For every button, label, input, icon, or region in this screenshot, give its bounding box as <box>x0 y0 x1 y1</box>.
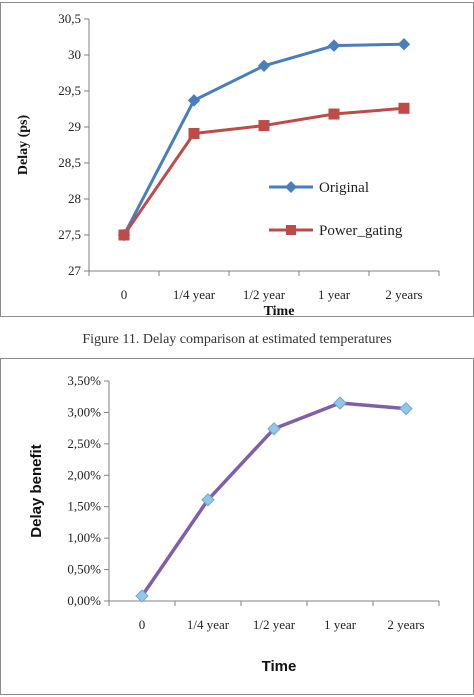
x-tick-label: 0 <box>121 287 128 302</box>
x-tick-label: 1/2 year <box>253 617 296 632</box>
x-tick-label: 2 years <box>387 617 424 632</box>
y-tick-label: 29,5 <box>58 83 81 98</box>
y-tick-label: 29 <box>68 119 81 134</box>
data-point <box>188 127 200 139</box>
data-point <box>327 39 341 52</box>
x-tick-label: 2 years <box>385 287 422 302</box>
data-point <box>201 493 215 507</box>
data-point <box>187 94 201 107</box>
y-tick-label: 30 <box>68 47 81 62</box>
x-tick-label: 1 year <box>324 617 357 632</box>
x-tick-label: 1/4 year <box>187 617 230 632</box>
data-point <box>397 37 411 51</box>
legend-label: Original <box>319 180 369 196</box>
y-axis-title: Delay benefit <box>28 444 45 537</box>
y-tick-label: 28,5 <box>58 155 81 170</box>
data-point <box>257 59 271 73</box>
y-tick-label: 3,00% <box>67 404 101 419</box>
figure-caption: Figure 11. Delay comparison at estimated… <box>82 332 392 347</box>
delay-comparison-chart: 27 27,5 28 28,5 29 29,5 30 30,5 0 1/4 year 1/2 yea… <box>16 11 440 318</box>
y-tick-label: 0,50% <box>67 562 101 577</box>
y-tick-label: 2,00% <box>67 467 101 482</box>
data-point <box>258 120 270 132</box>
y-tick-label: 30,5 <box>58 11 81 26</box>
x-axis-title: Time <box>264 304 295 318</box>
series-line <box>122 42 405 236</box>
legend-label: Power_gating <box>319 223 403 239</box>
data-point <box>333 396 347 410</box>
data-point <box>118 229 130 241</box>
delay-comparison-chart-panel: 27 27,5 28 28,5 29 29,5 30 30,5 0 1/4 year 1/2 yea… <box>0 2 474 318</box>
y-tick-label: 0,00% <box>67 593 101 608</box>
x-axis-title: Time <box>262 658 297 675</box>
y-tick-label: 28 <box>68 191 81 206</box>
x-tick-label: 1 year <box>318 287 351 302</box>
data-point <box>135 589 149 603</box>
legend-marker <box>286 225 296 235</box>
y-axis-title: Delay (ps) <box>16 115 31 176</box>
delay-benefit-chart: 0,00% 0,50% 1,00% 1,50% 2,00% 2,50% 3,00% 3,50%… <box>28 373 440 675</box>
y-tick-label: 27,5 <box>58 227 81 242</box>
x-tick-label: 1/4 year <box>173 287 216 302</box>
x-tick-label: 0 <box>139 617 146 632</box>
y-tick-label: 2,50% <box>67 436 101 451</box>
data-point <box>328 108 340 120</box>
y-tick-label: 1,00% <box>67 530 101 545</box>
data-point <box>399 401 413 416</box>
legend-marker <box>285 181 297 193</box>
y-tick-label: 1,50% <box>67 499 101 514</box>
data-point <box>267 422 281 436</box>
data-point <box>398 102 410 114</box>
x-tick-label: 1/2 year <box>243 287 286 302</box>
y-tick-label: 27 <box>68 263 82 278</box>
y-tick-label: 3,50% <box>67 373 101 388</box>
delay-benefit-chart-panel: 0,00% 0,50% 1,00% 1,50% 2,00% 2,50% 3,00% 3,50%… <box>0 358 474 695</box>
